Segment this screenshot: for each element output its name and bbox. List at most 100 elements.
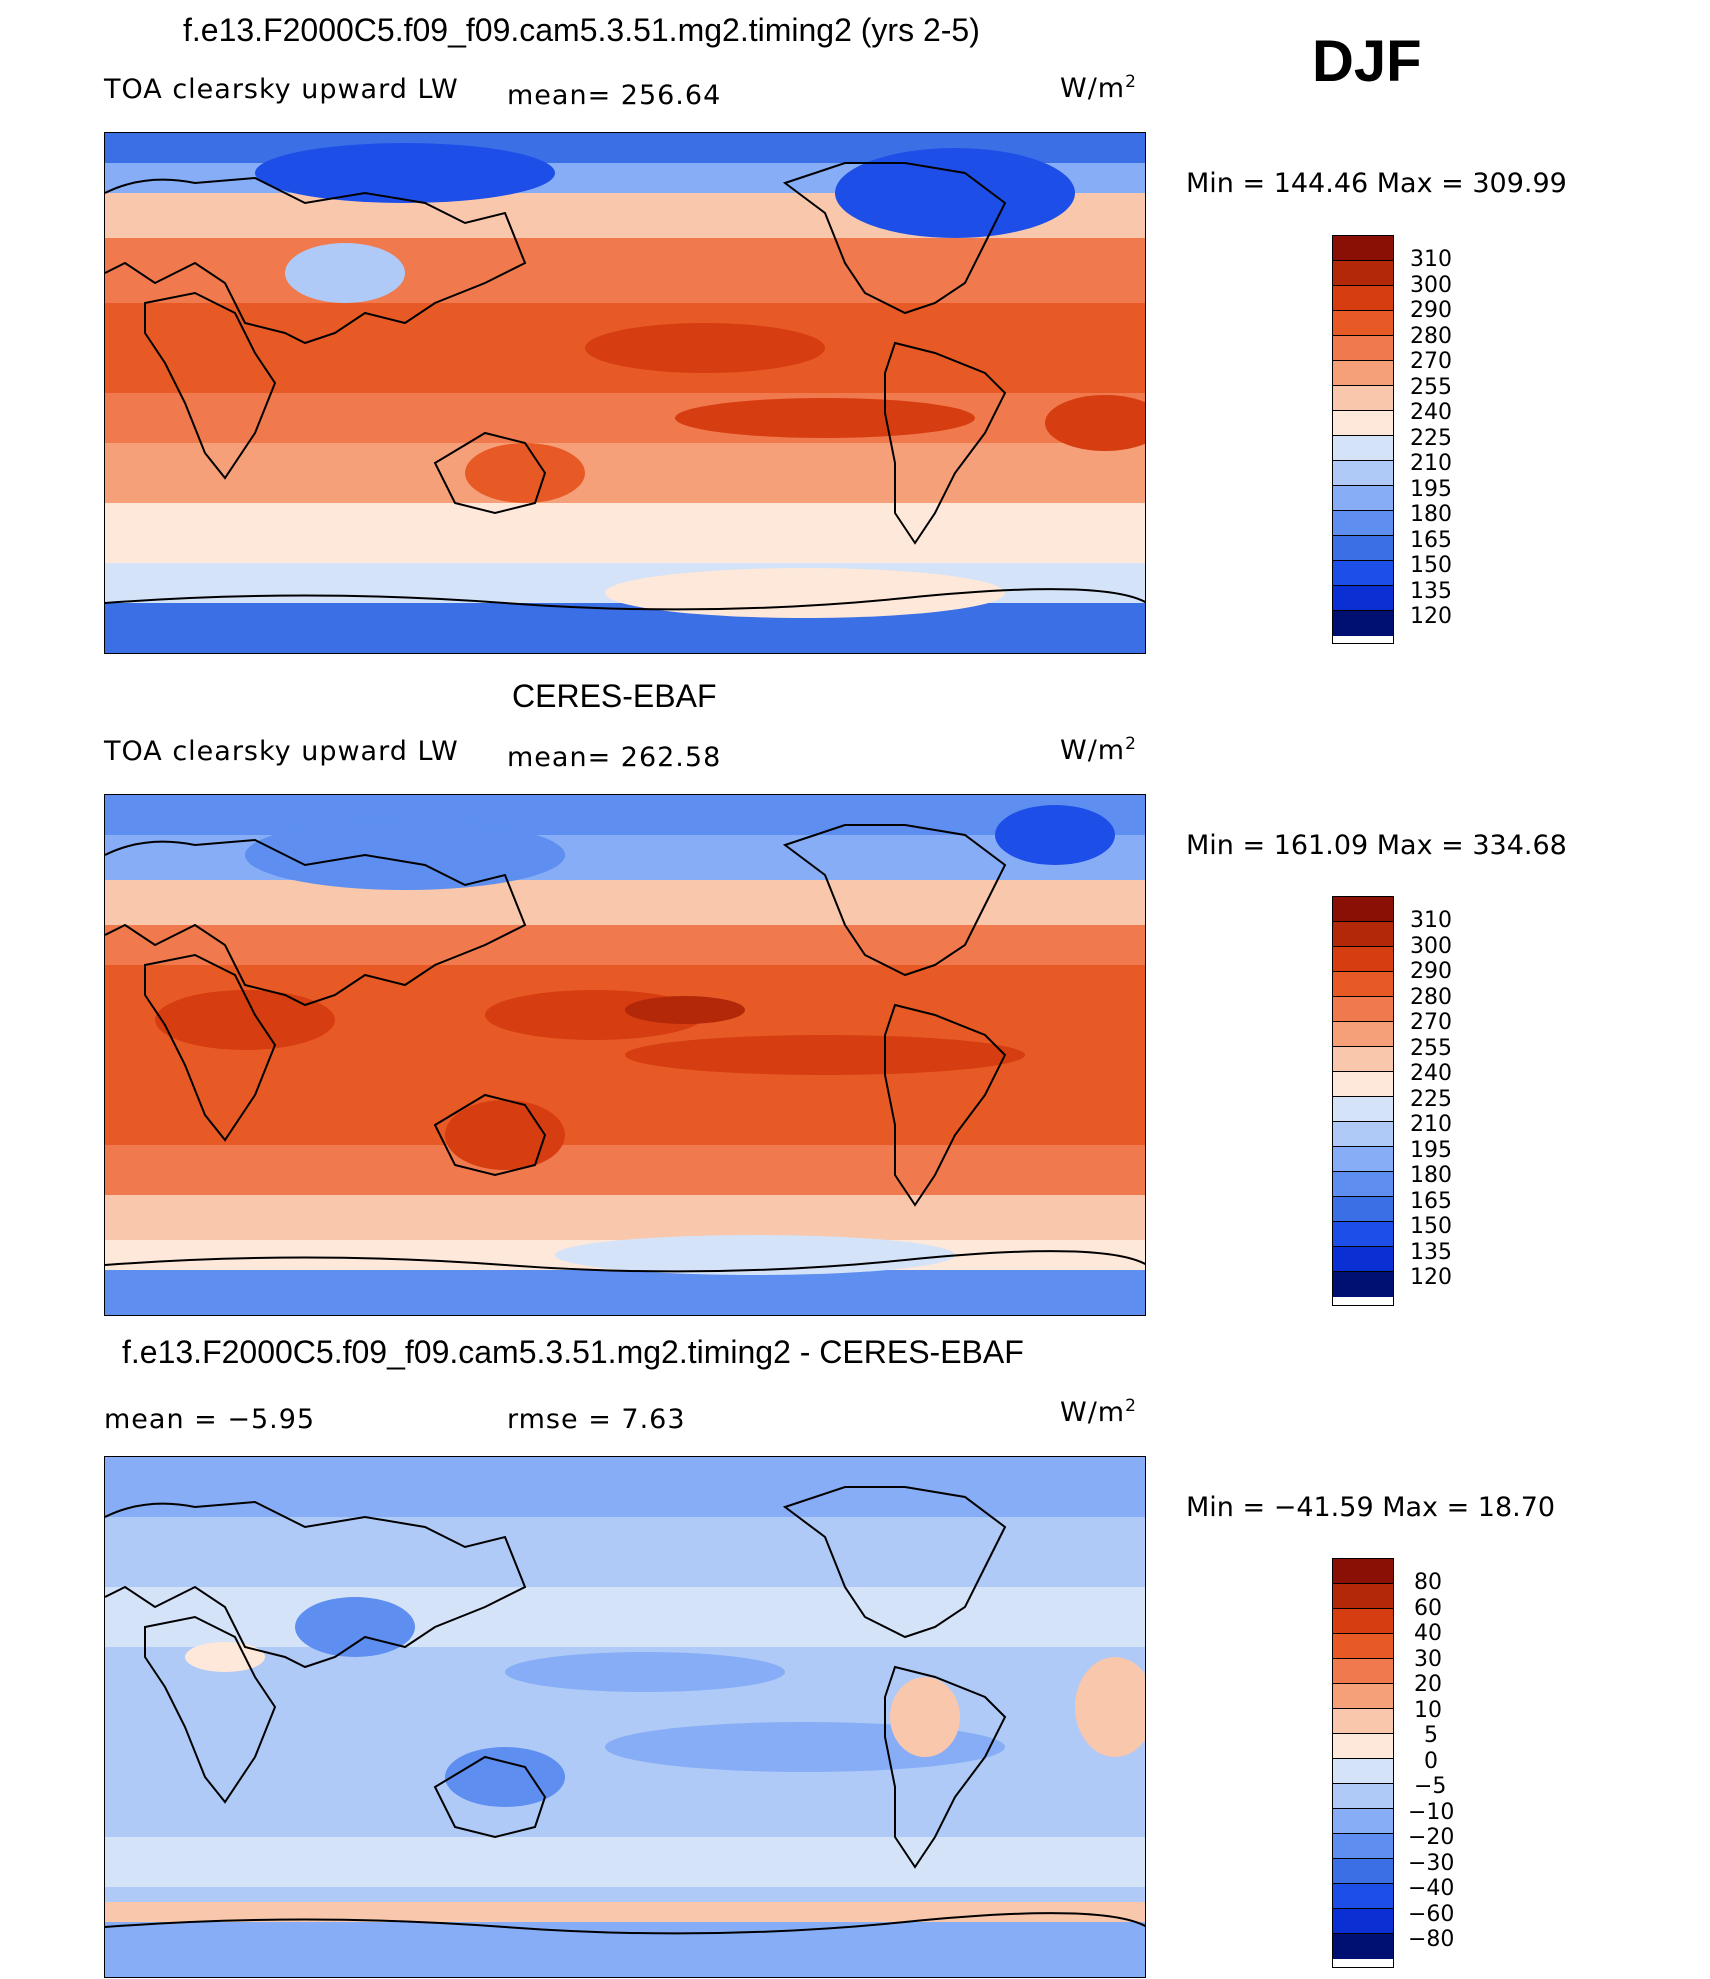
- panel3-rmse-label: rmse = 7.63: [507, 1404, 686, 1435]
- cbar3-label: 20: [1414, 1672, 1442, 1697]
- cbar3-label: −20: [1408, 1825, 1455, 1850]
- cbar2-label: 270: [1410, 1010, 1452, 1035]
- cbar3-label: 0: [1424, 1749, 1438, 1774]
- cbar3-box: [1333, 1884, 1393, 1909]
- cbar3-label: 5: [1424, 1723, 1438, 1748]
- cbar2-box: [1333, 1272, 1393, 1297]
- cbar2-label: 150: [1410, 1214, 1452, 1239]
- cbar3-label: 40: [1414, 1621, 1442, 1646]
- cbar1-label: 270: [1410, 349, 1452, 374]
- cbar2-label: 135: [1410, 1240, 1452, 1265]
- cbar1-label: 240: [1410, 400, 1452, 425]
- cbar1-label: 135: [1410, 579, 1452, 604]
- cbar2-box: [1333, 1222, 1393, 1247]
- cbar1-label: 255: [1410, 375, 1452, 400]
- cbar3-box: [1333, 1609, 1393, 1634]
- cbar3-box: [1333, 1784, 1393, 1809]
- cbar1-label: 280: [1410, 324, 1452, 349]
- cbar2-label: 180: [1410, 1163, 1452, 1188]
- panel3-map: [104, 1456, 1146, 1978]
- cbar2-box: [1333, 1147, 1393, 1172]
- cbar2-box: [1333, 1172, 1393, 1197]
- panel2-units: W/m2: [1060, 734, 1137, 766]
- cbar2-label: 165: [1410, 1189, 1452, 1214]
- cbar3-box: [1333, 1584, 1393, 1609]
- cbar3-label: 60: [1414, 1596, 1442, 1621]
- cbar1-label: 210: [1410, 451, 1452, 476]
- cbar2-box: [1333, 1072, 1393, 1097]
- cbar3-label: −30: [1408, 1851, 1455, 1876]
- panel2-map: [104, 794, 1146, 1316]
- cbar2-box: [1333, 947, 1393, 972]
- cbar1-box: [1333, 261, 1393, 286]
- cbar2-label: 210: [1410, 1112, 1452, 1137]
- cbar1-box: [1333, 611, 1393, 636]
- cbar1-box: [1333, 411, 1393, 436]
- cbar2-label: 255: [1410, 1036, 1452, 1061]
- cbar1-box: [1333, 561, 1393, 586]
- cbar1-box: [1333, 361, 1393, 386]
- panel1-mean-label: mean= 256.64: [507, 80, 722, 111]
- cbar3-box: [1333, 1934, 1393, 1959]
- cbar3-label: −5: [1414, 1774, 1447, 1799]
- cbar3-box: [1333, 1909, 1393, 1934]
- cbar3-box: [1333, 1684, 1393, 1709]
- panel3-title: f.e13.F2000C5.f09_f09.cam5.3.51.mg2.timi…: [122, 1334, 1024, 1370]
- cbar2-label: 280: [1410, 985, 1452, 1010]
- cbar1-label: 225: [1410, 426, 1452, 451]
- cbar2-label: 310: [1410, 908, 1452, 933]
- cbar1-box: [1333, 536, 1393, 561]
- panel3-minmax: Min = −41.59 Max = 18.70: [1186, 1492, 1556, 1523]
- panel3-mean-label: mean = −5.95: [104, 1404, 316, 1435]
- cbar3-box: [1333, 1859, 1393, 1884]
- cbar3-label: −40: [1408, 1876, 1455, 1901]
- cbar1-label: 180: [1410, 502, 1452, 527]
- panel2-map-svg: [105, 795, 1145, 1315]
- panel3-units: W/m2: [1060, 1396, 1137, 1428]
- panel3-colorbar: [1332, 1558, 1394, 1968]
- cbar1-box: [1333, 586, 1393, 611]
- panel1-map: [104, 132, 1146, 654]
- panel1-colorbar: [1332, 235, 1394, 644]
- cbar1-label: 290: [1410, 298, 1452, 323]
- panel3-map-svg: [105, 1457, 1145, 1977]
- cbar2-box: [1333, 922, 1393, 947]
- cbar1-box: [1333, 336, 1393, 361]
- cbar3-box: [1333, 1559, 1393, 1584]
- cbar1-box: [1333, 236, 1393, 261]
- cbar2-box: [1333, 1197, 1393, 1222]
- cbar2-label: 225: [1410, 1087, 1452, 1112]
- cbar3-label: 10: [1414, 1698, 1442, 1723]
- cbar3-label: 80: [1414, 1570, 1442, 1595]
- panel2-title: CERES-EBAF: [512, 678, 717, 714]
- cbar3-label: 30: [1414, 1647, 1442, 1672]
- cbar2-label: 120: [1410, 1265, 1452, 1290]
- panel2-mean-label: mean= 262.58: [507, 742, 722, 773]
- cbar3-label: −60: [1408, 1902, 1455, 1927]
- cbar1-box: [1333, 461, 1393, 486]
- cbar2-box: [1333, 1097, 1393, 1122]
- cbar2-box: [1333, 997, 1393, 1022]
- cbar1-box: [1333, 436, 1393, 461]
- cbar1-box: [1333, 311, 1393, 336]
- cbar1-box: [1333, 486, 1393, 511]
- panel1-variable-label: TOA clearsky upward LW: [104, 74, 459, 105]
- cbar3-box: [1333, 1834, 1393, 1859]
- cbar1-label: 310: [1410, 247, 1452, 272]
- cbar2-label: 300: [1410, 934, 1452, 959]
- cbar1-label: 165: [1410, 528, 1452, 553]
- cbar3-label: −10: [1408, 1800, 1455, 1825]
- cbar3-box: [1333, 1709, 1393, 1734]
- cbar3-box: [1333, 1734, 1393, 1759]
- cbar3-box: [1333, 1634, 1393, 1659]
- cbar2-box: [1333, 1022, 1393, 1047]
- cbar2-label: 195: [1410, 1138, 1452, 1163]
- cbar2-box: [1333, 1047, 1393, 1072]
- panel1-map-svg: [105, 133, 1145, 653]
- cbar3-label: −80: [1408, 1927, 1455, 1952]
- cbar1-box: [1333, 386, 1393, 411]
- panel1-title: f.e13.F2000C5.f09_f09.cam5.3.51.mg2.timi…: [183, 12, 980, 48]
- cbar1-label: 120: [1410, 604, 1452, 629]
- cbar1-label: 300: [1410, 273, 1452, 298]
- panel2-colorbar: [1332, 896, 1394, 1306]
